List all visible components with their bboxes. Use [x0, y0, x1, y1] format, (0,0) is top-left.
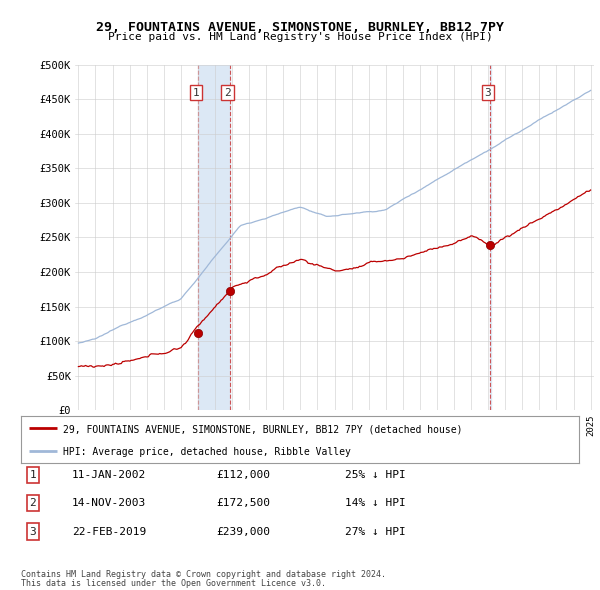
Text: 27% ↓ HPI: 27% ↓ HPI — [345, 527, 406, 536]
Text: 1: 1 — [29, 470, 37, 480]
Text: This data is licensed under the Open Government Licence v3.0.: This data is licensed under the Open Gov… — [21, 579, 326, 588]
Text: 2: 2 — [224, 87, 231, 97]
Bar — [199, 65, 230, 410]
Text: 11-JAN-2002: 11-JAN-2002 — [72, 470, 146, 480]
Text: £172,500: £172,500 — [216, 499, 270, 508]
Bar — [490, 65, 491, 410]
Text: 22-FEB-2019: 22-FEB-2019 — [72, 527, 146, 536]
Text: 14% ↓ HPI: 14% ↓ HPI — [345, 499, 406, 508]
Text: £112,000: £112,000 — [216, 470, 270, 480]
Text: 25% ↓ HPI: 25% ↓ HPI — [345, 470, 406, 480]
Text: 1: 1 — [193, 87, 199, 97]
Text: 3: 3 — [484, 87, 491, 97]
Text: Price paid vs. HM Land Registry's House Price Index (HPI): Price paid vs. HM Land Registry's House … — [107, 32, 493, 42]
Text: 14-NOV-2003: 14-NOV-2003 — [72, 499, 146, 508]
Text: 29, FOUNTAINS AVENUE, SIMONSTONE, BURNLEY, BB12 7PY (detached house): 29, FOUNTAINS AVENUE, SIMONSTONE, BURNLE… — [63, 424, 463, 434]
Text: Contains HM Land Registry data © Crown copyright and database right 2024.: Contains HM Land Registry data © Crown c… — [21, 570, 386, 579]
Text: 3: 3 — [29, 527, 37, 536]
Text: HPI: Average price, detached house, Ribble Valley: HPI: Average price, detached house, Ribb… — [63, 447, 351, 457]
Text: £239,000: £239,000 — [216, 527, 270, 536]
Text: 2: 2 — [29, 499, 37, 508]
Text: 29, FOUNTAINS AVENUE, SIMONSTONE, BURNLEY, BB12 7PY: 29, FOUNTAINS AVENUE, SIMONSTONE, BURNLE… — [96, 21, 504, 34]
